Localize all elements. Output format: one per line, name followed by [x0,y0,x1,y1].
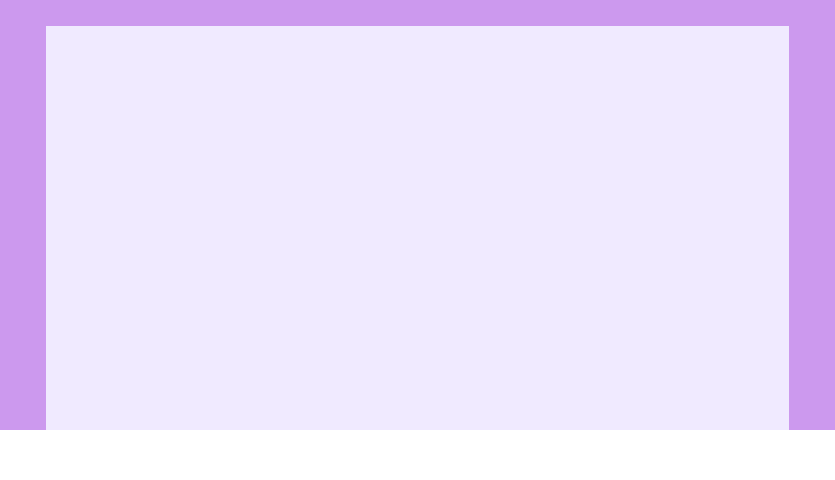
Text: Credit: Credit [361,314,420,333]
Bar [279,36,502,420]
Text: Debit: Debit [364,186,417,205]
Text: Debit: Debit [603,314,655,333]
Text: © Patriot Software, LLC. All Rights Reserved.
This is not intended as legal advi: © Patriot Software, LLC. All Rights Rese… [46,443,265,467]
Text: Credit: Credit [600,186,658,205]
Text: Assets: Assets [148,122,210,141]
Text: PATRIOT: PATRIOT [659,441,789,469]
Text: Credit: Credit [361,378,420,397]
Text: Credit: Credit [600,122,658,141]
Text: Debit: Debit [364,122,417,141]
Bar [79,36,279,420]
Text: Expenses: Expenses [133,186,225,205]
Bar [502,36,756,420]
Text: ACCOUNT: ACCOUNT [131,58,227,77]
Text: DECREASED BY: DECREASED BY [554,58,704,77]
Text: Liabilities: Liabilities [133,250,225,269]
Text: Debit: Debit [603,250,655,269]
Text: Debit: Debit [603,378,655,397]
Text: Equity: Equity [149,314,210,333]
Text: Credit: Credit [361,250,420,269]
Text: Revenue: Revenue [137,378,221,397]
Text: INCREASED BY: INCREASED BY [319,58,462,77]
